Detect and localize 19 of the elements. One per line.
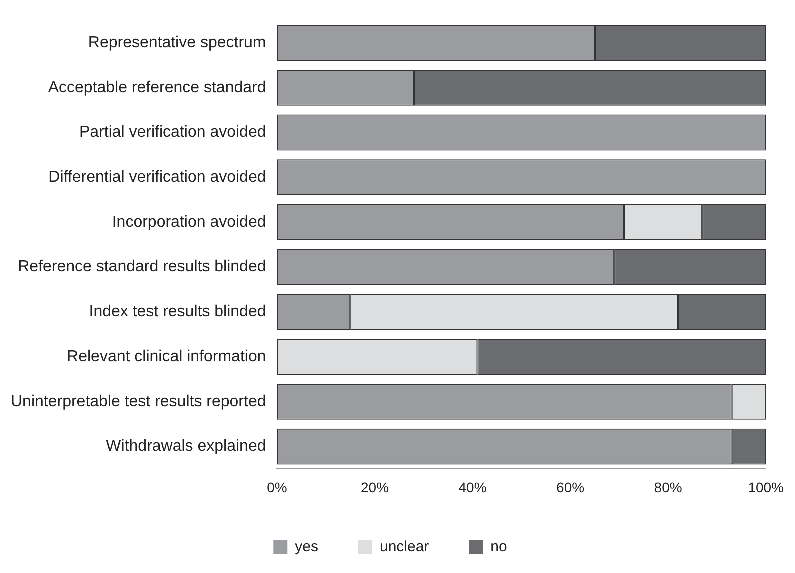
y-tick-label: Differential verification avoided	[48, 169, 266, 186]
y-tick-label: Uninterpretable test results reported	[10, 393, 266, 410]
x-tick-label: 40%	[458, 479, 487, 496]
legend-label: unclear	[380, 538, 430, 556]
x-tick-label: 80%	[654, 479, 682, 496]
y-tick-label: Index test results blinded	[89, 304, 266, 321]
y-tick-label: Partial verification avoided	[79, 124, 266, 142]
x-tick-label: 60%	[556, 479, 585, 496]
y-tick-label: Acceptable reference standard	[48, 79, 266, 96]
y-tick-label: Incorporation avoided	[112, 214, 266, 231]
x-tick-label: 0%	[267, 479, 288, 496]
y-tick-label: Withdrawals explained	[106, 438, 266, 456]
y-tick-label: Reference standard results blinded	[18, 258, 266, 276]
y-tick-label: Relevant clinical information	[67, 348, 266, 366]
legend-label: yes	[295, 538, 318, 556]
legend-label: no	[490, 538, 508, 556]
y-tick-label: Representative spectrum	[88, 34, 266, 52]
x-tick-label: 20%	[360, 479, 390, 496]
x-tick-label: 100%	[748, 479, 784, 496]
